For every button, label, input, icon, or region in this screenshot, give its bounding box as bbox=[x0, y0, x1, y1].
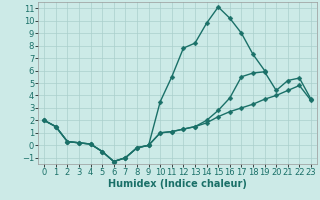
X-axis label: Humidex (Indice chaleur): Humidex (Indice chaleur) bbox=[108, 179, 247, 189]
